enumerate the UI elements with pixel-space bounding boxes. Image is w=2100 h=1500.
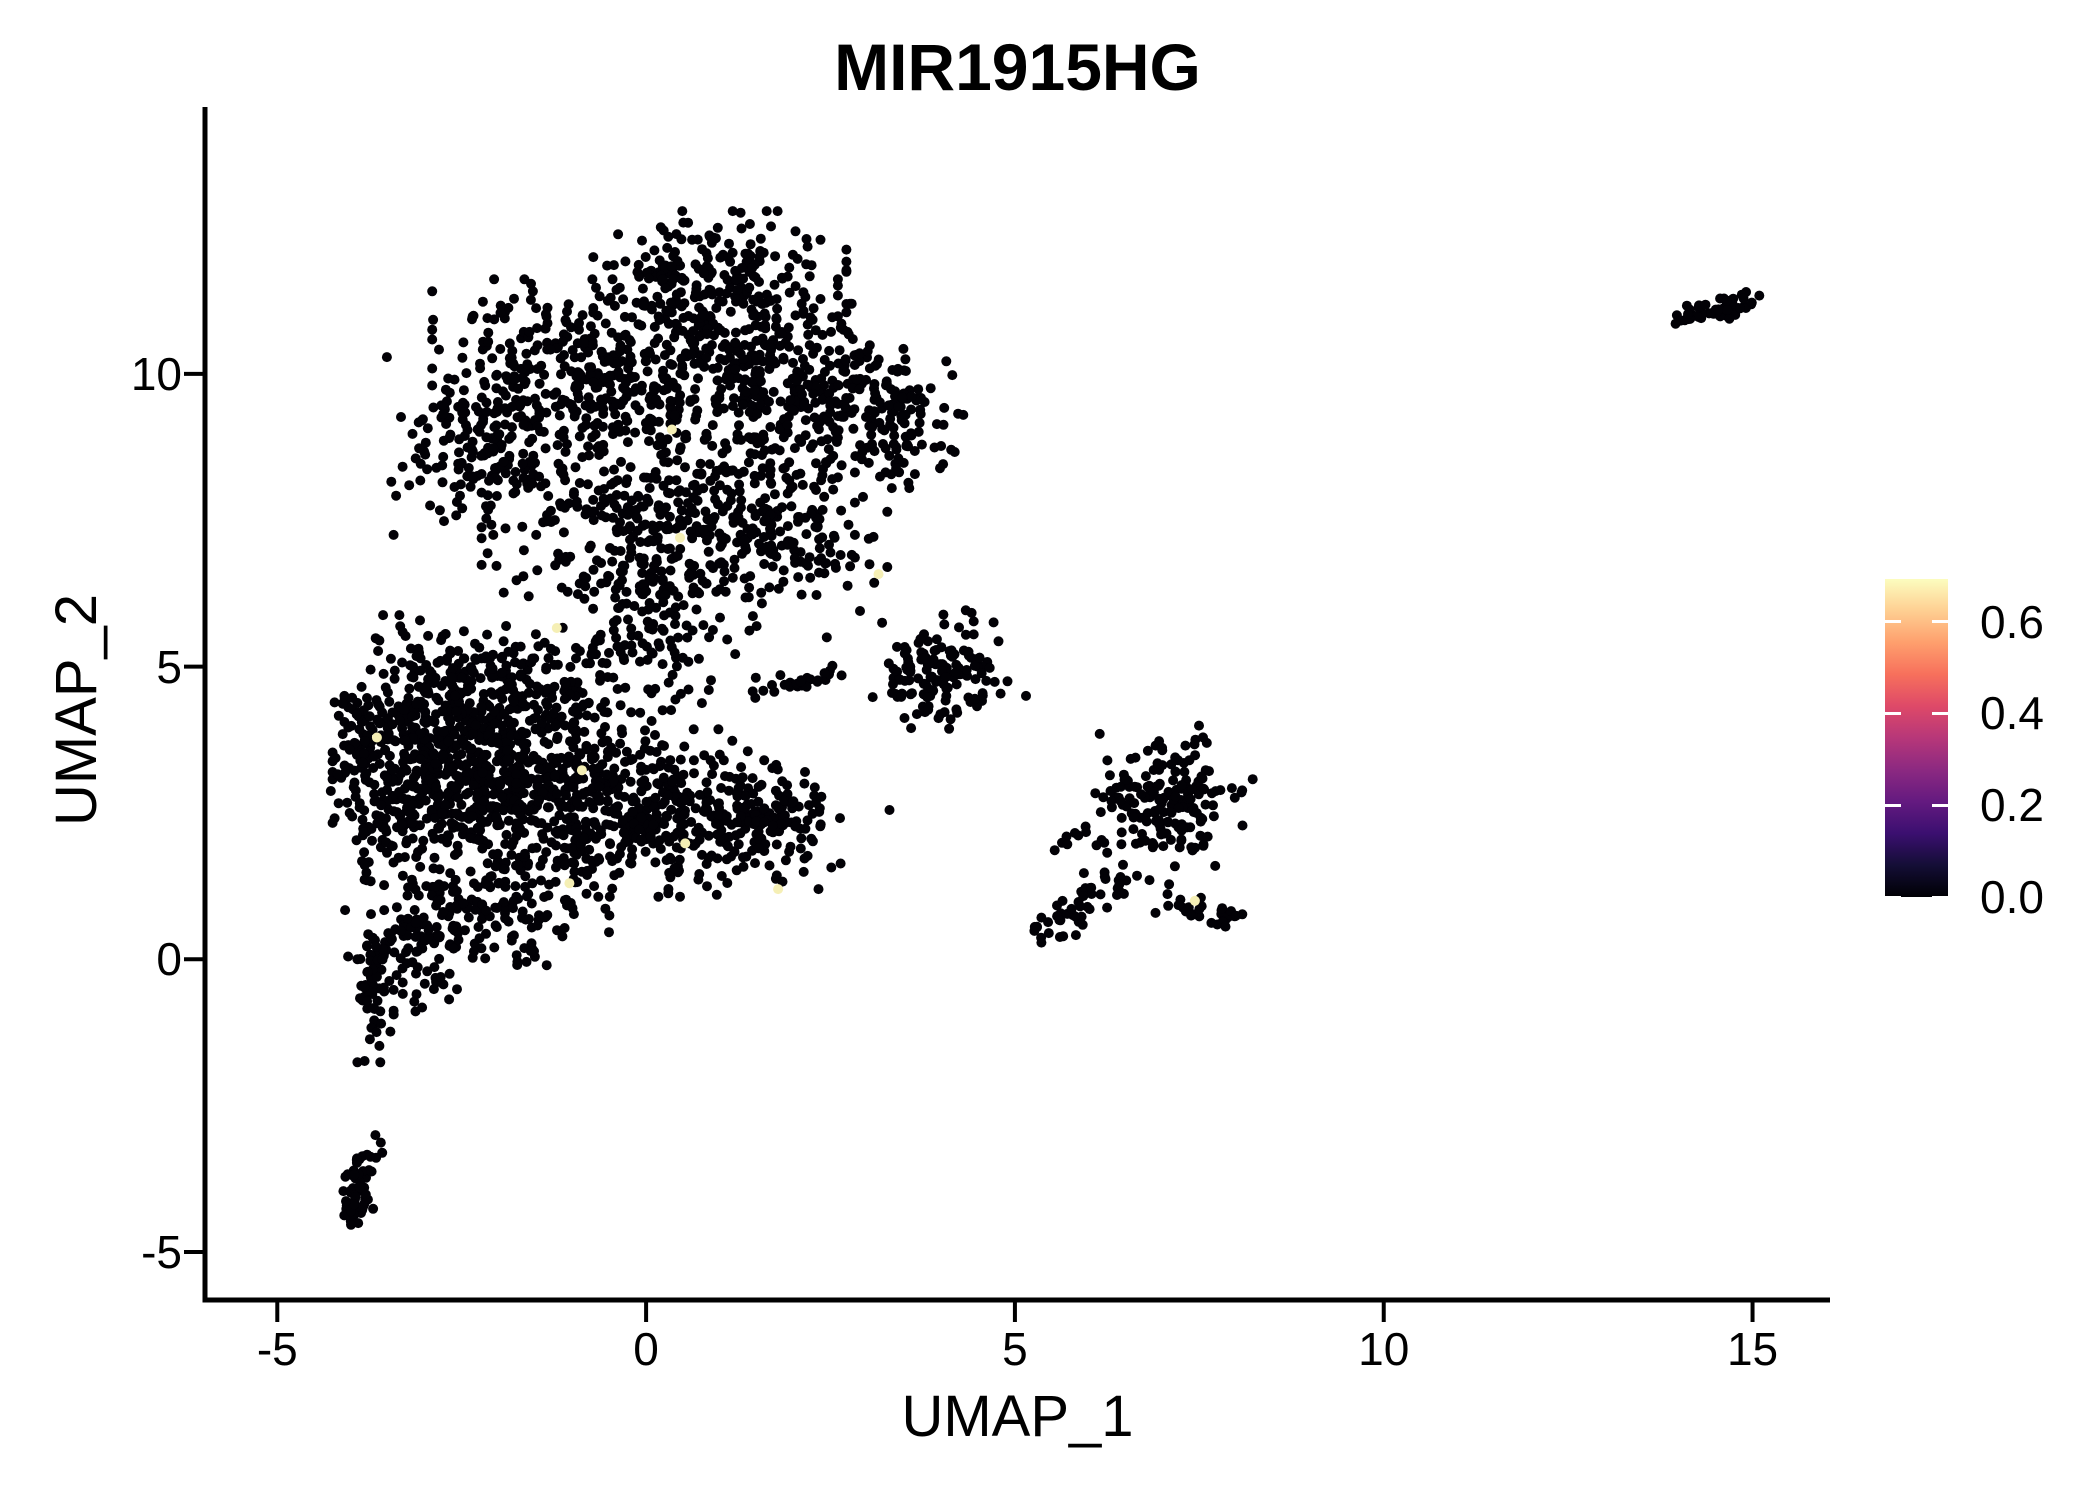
colorbar-label: 0.2	[1980, 779, 2044, 832]
x-tick-label: 10	[1358, 1323, 1410, 1375]
y-axis-title: UMAP_2	[44, 593, 109, 827]
colorbar-tick	[1932, 711, 1948, 715]
x-tick-label: 5	[1002, 1323, 1028, 1375]
colorbar-label: 0.0	[1980, 871, 2044, 923]
x-axis-title: UMAP_1	[901, 1384, 1134, 1449]
colorbar	[1885, 579, 1948, 897]
colorbar-tick	[1885, 620, 1901, 624]
colorbar-label: 0.6	[1980, 595, 2044, 648]
y-tick-label: -5	[141, 1225, 182, 1278]
colorbar-tick	[1885, 711, 1901, 715]
plot-title: MIR1915HG	[834, 30, 1201, 104]
axis-lines	[202, 107, 1830, 1303]
colorbar-tick	[1932, 895, 1948, 899]
scatter-points	[325, 206, 1765, 1230]
colorbar-tick	[1932, 803, 1948, 807]
axis-tick-marks	[184, 371, 1755, 1322]
y-tick-label: 10	[130, 347, 182, 400]
x-tick-label: 15	[1726, 1323, 1779, 1375]
y-tick-label: 0	[156, 933, 182, 986]
high-expression-points	[371, 424, 1200, 906]
colorbar-tick	[1885, 895, 1901, 899]
x-tick-label: 0	[633, 1323, 659, 1375]
y-tick-label: 5	[156, 640, 182, 693]
colorbar-tick	[1932, 620, 1948, 624]
x-tick-label: -5	[256, 1323, 298, 1375]
colorbar-label: 0.4	[1980, 687, 2044, 740]
colorbar-tick	[1885, 803, 1901, 807]
